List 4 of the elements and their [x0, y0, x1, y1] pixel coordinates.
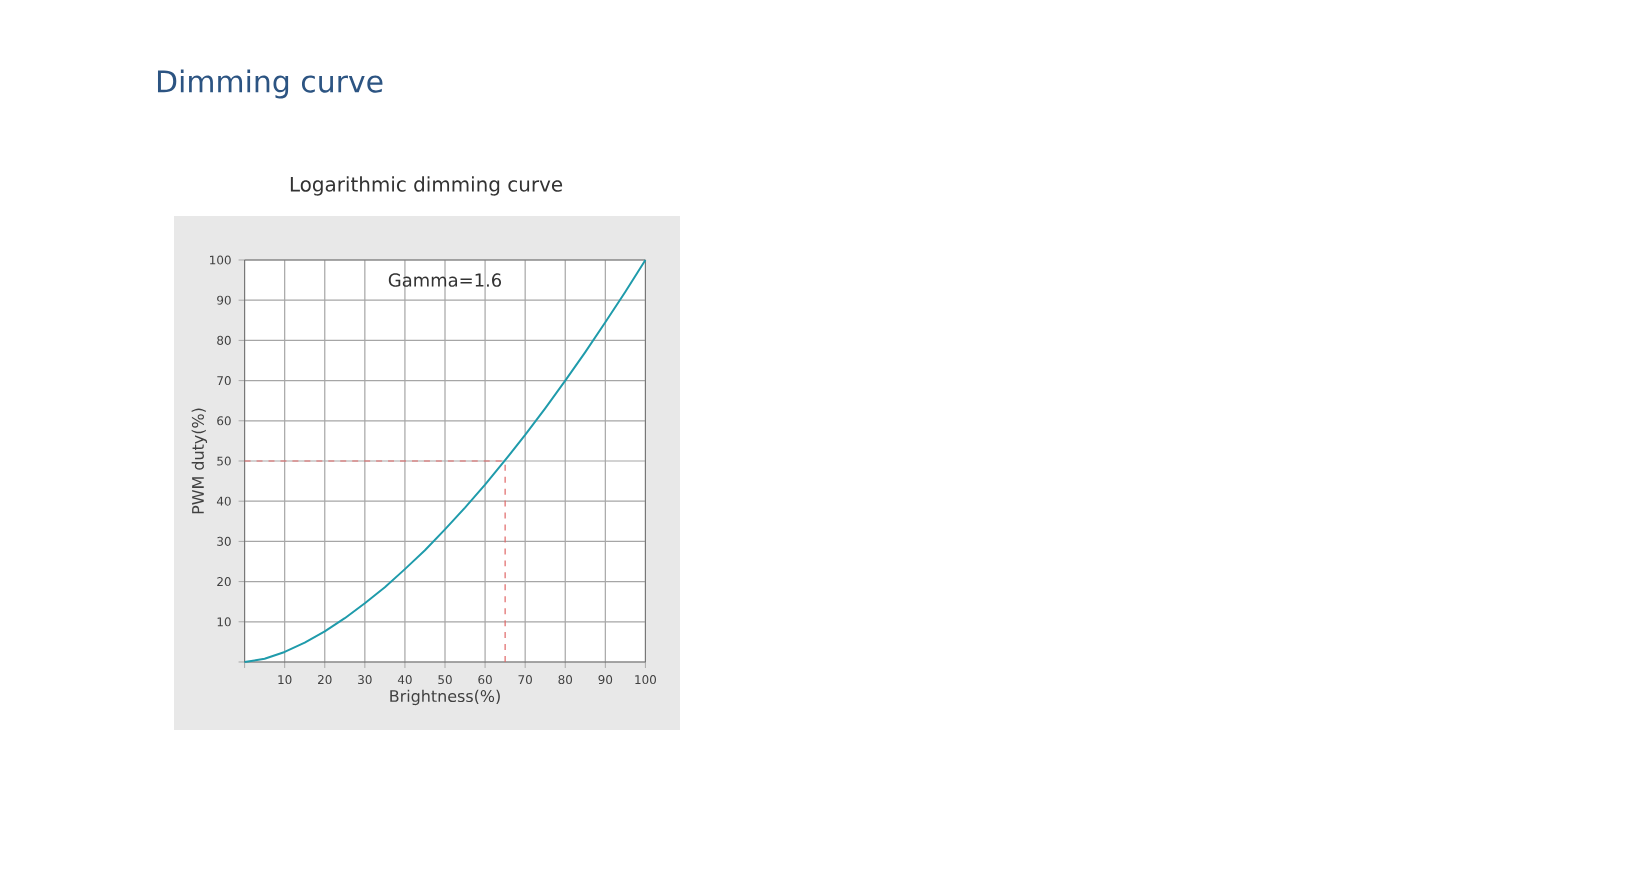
chart-subtitle: Logarithmic dimming curve: [290, 176, 563, 196]
annotation: Gamma=1.6: [388, 273, 502, 287]
line-series: [243, 258, 647, 663]
chart-title: Dimming curve: [157, 69, 383, 99]
